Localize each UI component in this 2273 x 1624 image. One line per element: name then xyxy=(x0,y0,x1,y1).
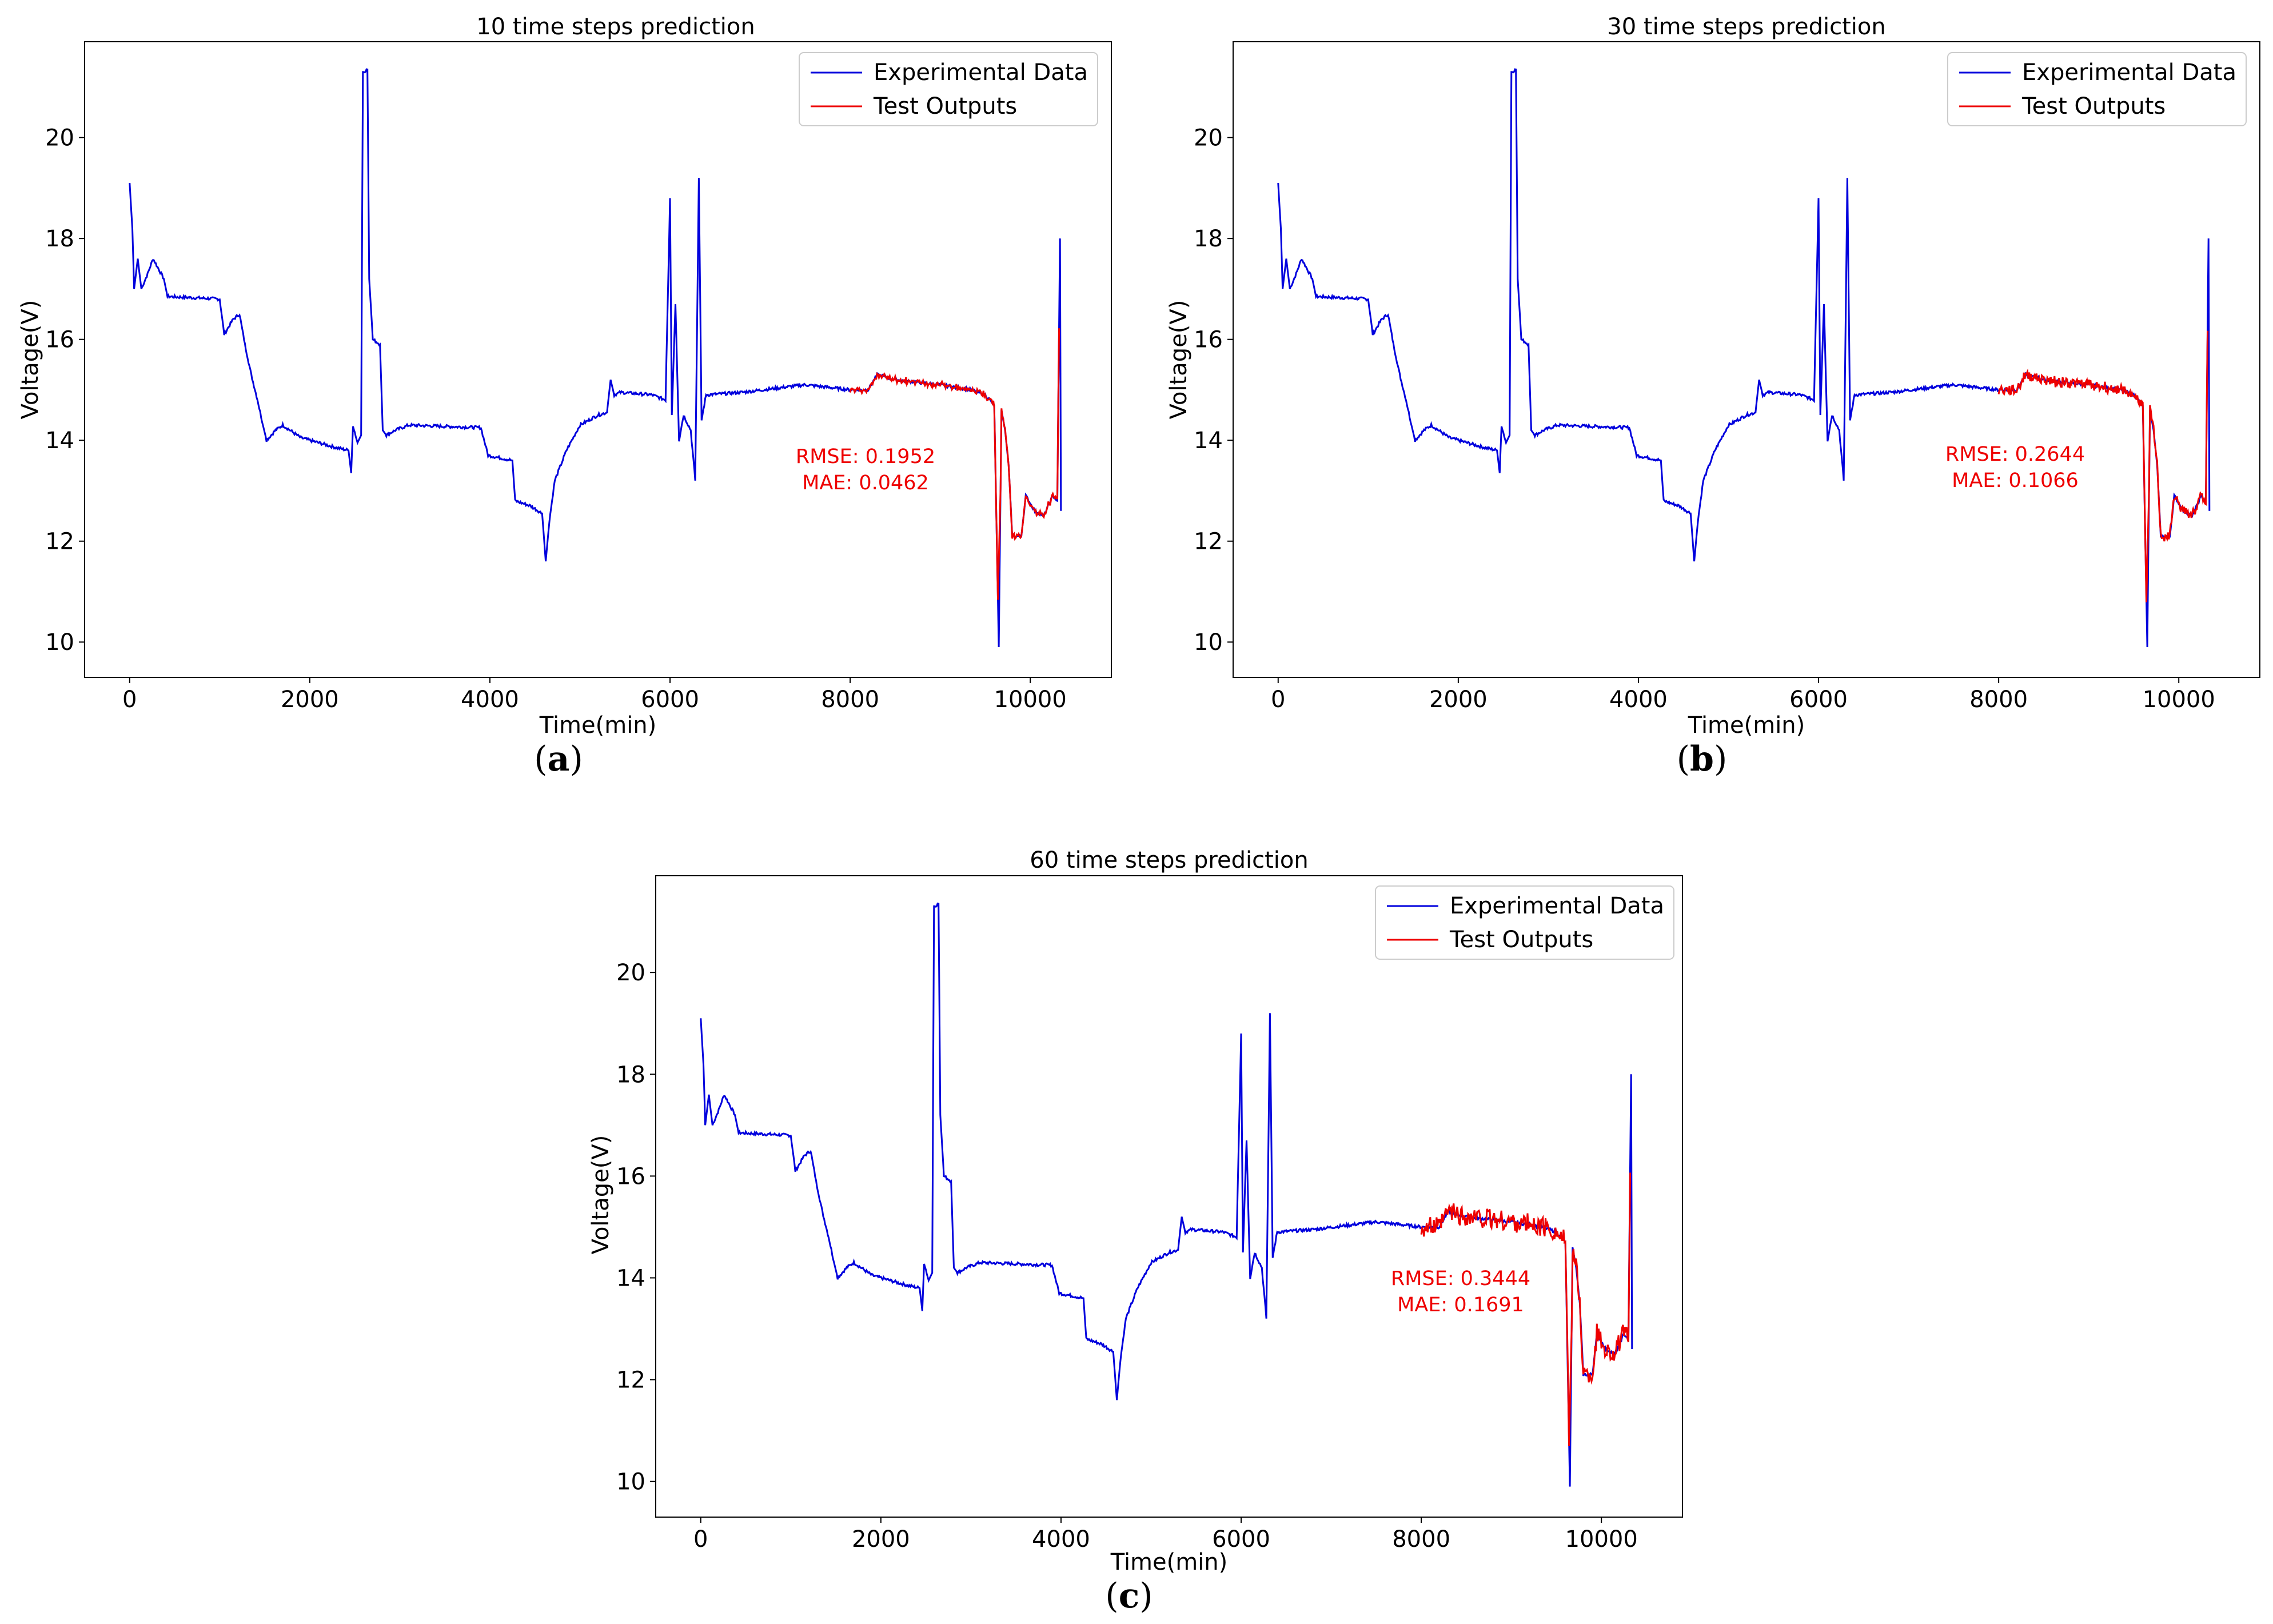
panel-a-x-tick-label: 10000 xyxy=(994,687,1067,713)
panel-a-x-axis-label: Time(min) xyxy=(539,712,657,739)
panel-b-x-tick-label: 4000 xyxy=(1609,687,1668,713)
panel-a-rmse-annotation: RMSE: 0.1952 xyxy=(796,445,935,468)
panel-c-y-tick-label: 20 xyxy=(616,960,645,986)
panel-b-x-tick-label: 10000 xyxy=(2143,687,2215,713)
panel-c-y-tick-label: 10 xyxy=(616,1469,645,1495)
panel-b-x-tick-label: 0 xyxy=(1271,687,1285,713)
panel-b-test-line xyxy=(1997,330,2209,602)
panel-c-y-tick-label: 12 xyxy=(616,1367,645,1394)
panel-c-title: 60 time steps prediction xyxy=(1030,847,1308,873)
panel-a-experimental-line xyxy=(129,68,1062,648)
panel-c-x-tick-label: 2000 xyxy=(852,1526,910,1553)
panel-c-caption-letter: c xyxy=(1119,1576,1140,1616)
panel-b-caption: (b) xyxy=(1677,739,1728,779)
panel-c-legend-test-label: Test Outputs xyxy=(1449,927,1593,953)
panel-a-y-ticks: 10 12 14 16 18 20 xyxy=(45,125,85,656)
panel-b-y-tick-label: 10 xyxy=(1194,629,1223,656)
panel-b-x-tick-label: 2000 xyxy=(1429,687,1488,713)
panel-a-y-tick-label: 14 xyxy=(45,428,74,454)
panel-a-y-tick-label: 18 xyxy=(45,226,74,252)
panel-b-y-tick-label: 16 xyxy=(1194,327,1223,353)
panel-a-test-line xyxy=(849,328,1060,600)
panel-a-legend: Experimental Data Test Outputs xyxy=(799,52,1098,126)
panel-a-y-axis-label: Voltage(V) xyxy=(17,300,43,420)
panel-a-x-tick-label: 6000 xyxy=(641,687,699,713)
panel-c-y-tick-label: 16 xyxy=(616,1163,645,1190)
panel-b-legend-box xyxy=(1947,52,2247,126)
panel-c-legend-experimental-label: Experimental Data xyxy=(1450,893,1664,919)
panel-a-y-tick-label: 10 xyxy=(45,629,74,656)
panel-a-x-tick-label: 0 xyxy=(122,687,137,713)
panel-b-series xyxy=(1277,68,2211,648)
panel-b-x-tick-label: 6000 xyxy=(1789,687,1848,713)
panel-c-x-ticks: 0 2000 4000 6000 8000 10000 xyxy=(693,1517,1638,1553)
panel-b-mae-annotation: MAE: 0.1066 xyxy=(1952,469,2079,492)
panel-c-plot-frame xyxy=(655,875,1683,1518)
panel-b-y-tick-label: 14 xyxy=(1194,428,1223,454)
panel-b-y-tick-label: 12 xyxy=(1194,529,1223,555)
panel-a-caption-letter: a xyxy=(548,739,570,779)
panel-c-mae-annotation: MAE: 0.1691 xyxy=(1397,1294,1524,1316)
panel-c-legend-box xyxy=(1375,885,1674,960)
panel-b-legend: Experimental Data Test Outputs xyxy=(1947,52,2247,126)
panel-a-title: 10 time steps prediction xyxy=(476,14,755,40)
panel-c-legend: Experimental Data Test Outputs xyxy=(1375,885,1674,960)
panel-b-legend-test-label: Test Outputs xyxy=(2021,93,2166,119)
panel-c-experimental-line xyxy=(700,902,1633,1487)
panel-c-x-tick-label: 10000 xyxy=(1565,1526,1638,1553)
panel-b-plot-frame xyxy=(1233,41,2260,678)
panel-b-y-ticks: 10 12 14 16 18 20 xyxy=(1194,125,1233,656)
panel-a-legend-test-label: Test Outputs xyxy=(873,93,1017,119)
panel-b-y-axis-label: Voltage(V) xyxy=(1166,300,1192,420)
panel-c-x-tick-label: 6000 xyxy=(1212,1526,1270,1553)
panel-a-mae-annotation: MAE: 0.0462 xyxy=(802,472,929,494)
panel-b-legend-experimental-label: Experimental Data xyxy=(2022,59,2236,86)
panel-a-y-tick-label: 12 xyxy=(45,529,74,555)
panel-c-y-axis-label: Voltage(V) xyxy=(588,1135,614,1255)
panel-b-x-axis-label: Time(min) xyxy=(1688,712,1805,739)
panel-b-caption-letter: b xyxy=(1690,739,1714,779)
panel-b: 30 time steps prediction 0 2000 4000 6000 80… xyxy=(1166,14,2260,779)
panel-c-x-tick-label: 4000 xyxy=(1032,1526,1090,1553)
panel-c-rmse-annotation: RMSE: 0.3444 xyxy=(1391,1267,1530,1290)
panel-c-y-tick-label: 14 xyxy=(616,1265,645,1291)
panel-b-y-tick-label: 18 xyxy=(1194,226,1223,252)
panel-c-x-tick-label: 8000 xyxy=(1392,1526,1450,1553)
panel-b-title: 30 time steps prediction xyxy=(1607,14,1885,40)
panel-b-x-tick-label: 8000 xyxy=(1969,687,2028,713)
panel-b-experimental-line xyxy=(1277,68,2211,648)
panel-c-series xyxy=(700,902,1633,1487)
panel-a-series xyxy=(129,68,1062,648)
panel-a-x-tick-label: 4000 xyxy=(461,687,519,713)
panel-a-caption: (a) xyxy=(534,739,583,779)
panel-b-y-tick-label: 20 xyxy=(1194,125,1223,151)
panel-c-caption: (c) xyxy=(1105,1576,1153,1616)
panel-c-y-ticks: 10 12 14 16 18 20 xyxy=(616,960,656,1495)
panel-a-x-tick-label: 8000 xyxy=(821,687,879,713)
panel-a-legend-experimental-label: Experimental Data xyxy=(874,59,1088,86)
panel-c-x-axis-label: Time(min) xyxy=(1110,1549,1228,1575)
panel-b-rmse-annotation: RMSE: 0.2644 xyxy=(1945,443,2085,466)
panel-c-y-tick-label: 18 xyxy=(616,1062,645,1088)
panel-a-plot-frame xyxy=(84,41,1112,678)
panel-a-y-tick-label: 16 xyxy=(45,327,74,353)
panel-c-x-tick-label: 0 xyxy=(693,1526,708,1553)
panel-a-x-ticks: 0 2000 4000 6000 8000 10000 xyxy=(122,677,1067,713)
panel-a: 10 time steps prediction 0 2000 4000 6000 80… xyxy=(17,14,1112,779)
panel-c: 60 time steps prediction 0 2000 4000 6000 80… xyxy=(588,847,1683,1616)
panel-c-test-line xyxy=(1420,1172,1632,1446)
panel-a-x-tick-label: 2000 xyxy=(281,687,339,713)
panel-a-y-tick-label: 20 xyxy=(45,125,74,151)
panel-b-x-ticks: 0 2000 4000 6000 8000 10000 xyxy=(1271,677,2215,713)
panel-a-legend-box xyxy=(799,52,1098,126)
